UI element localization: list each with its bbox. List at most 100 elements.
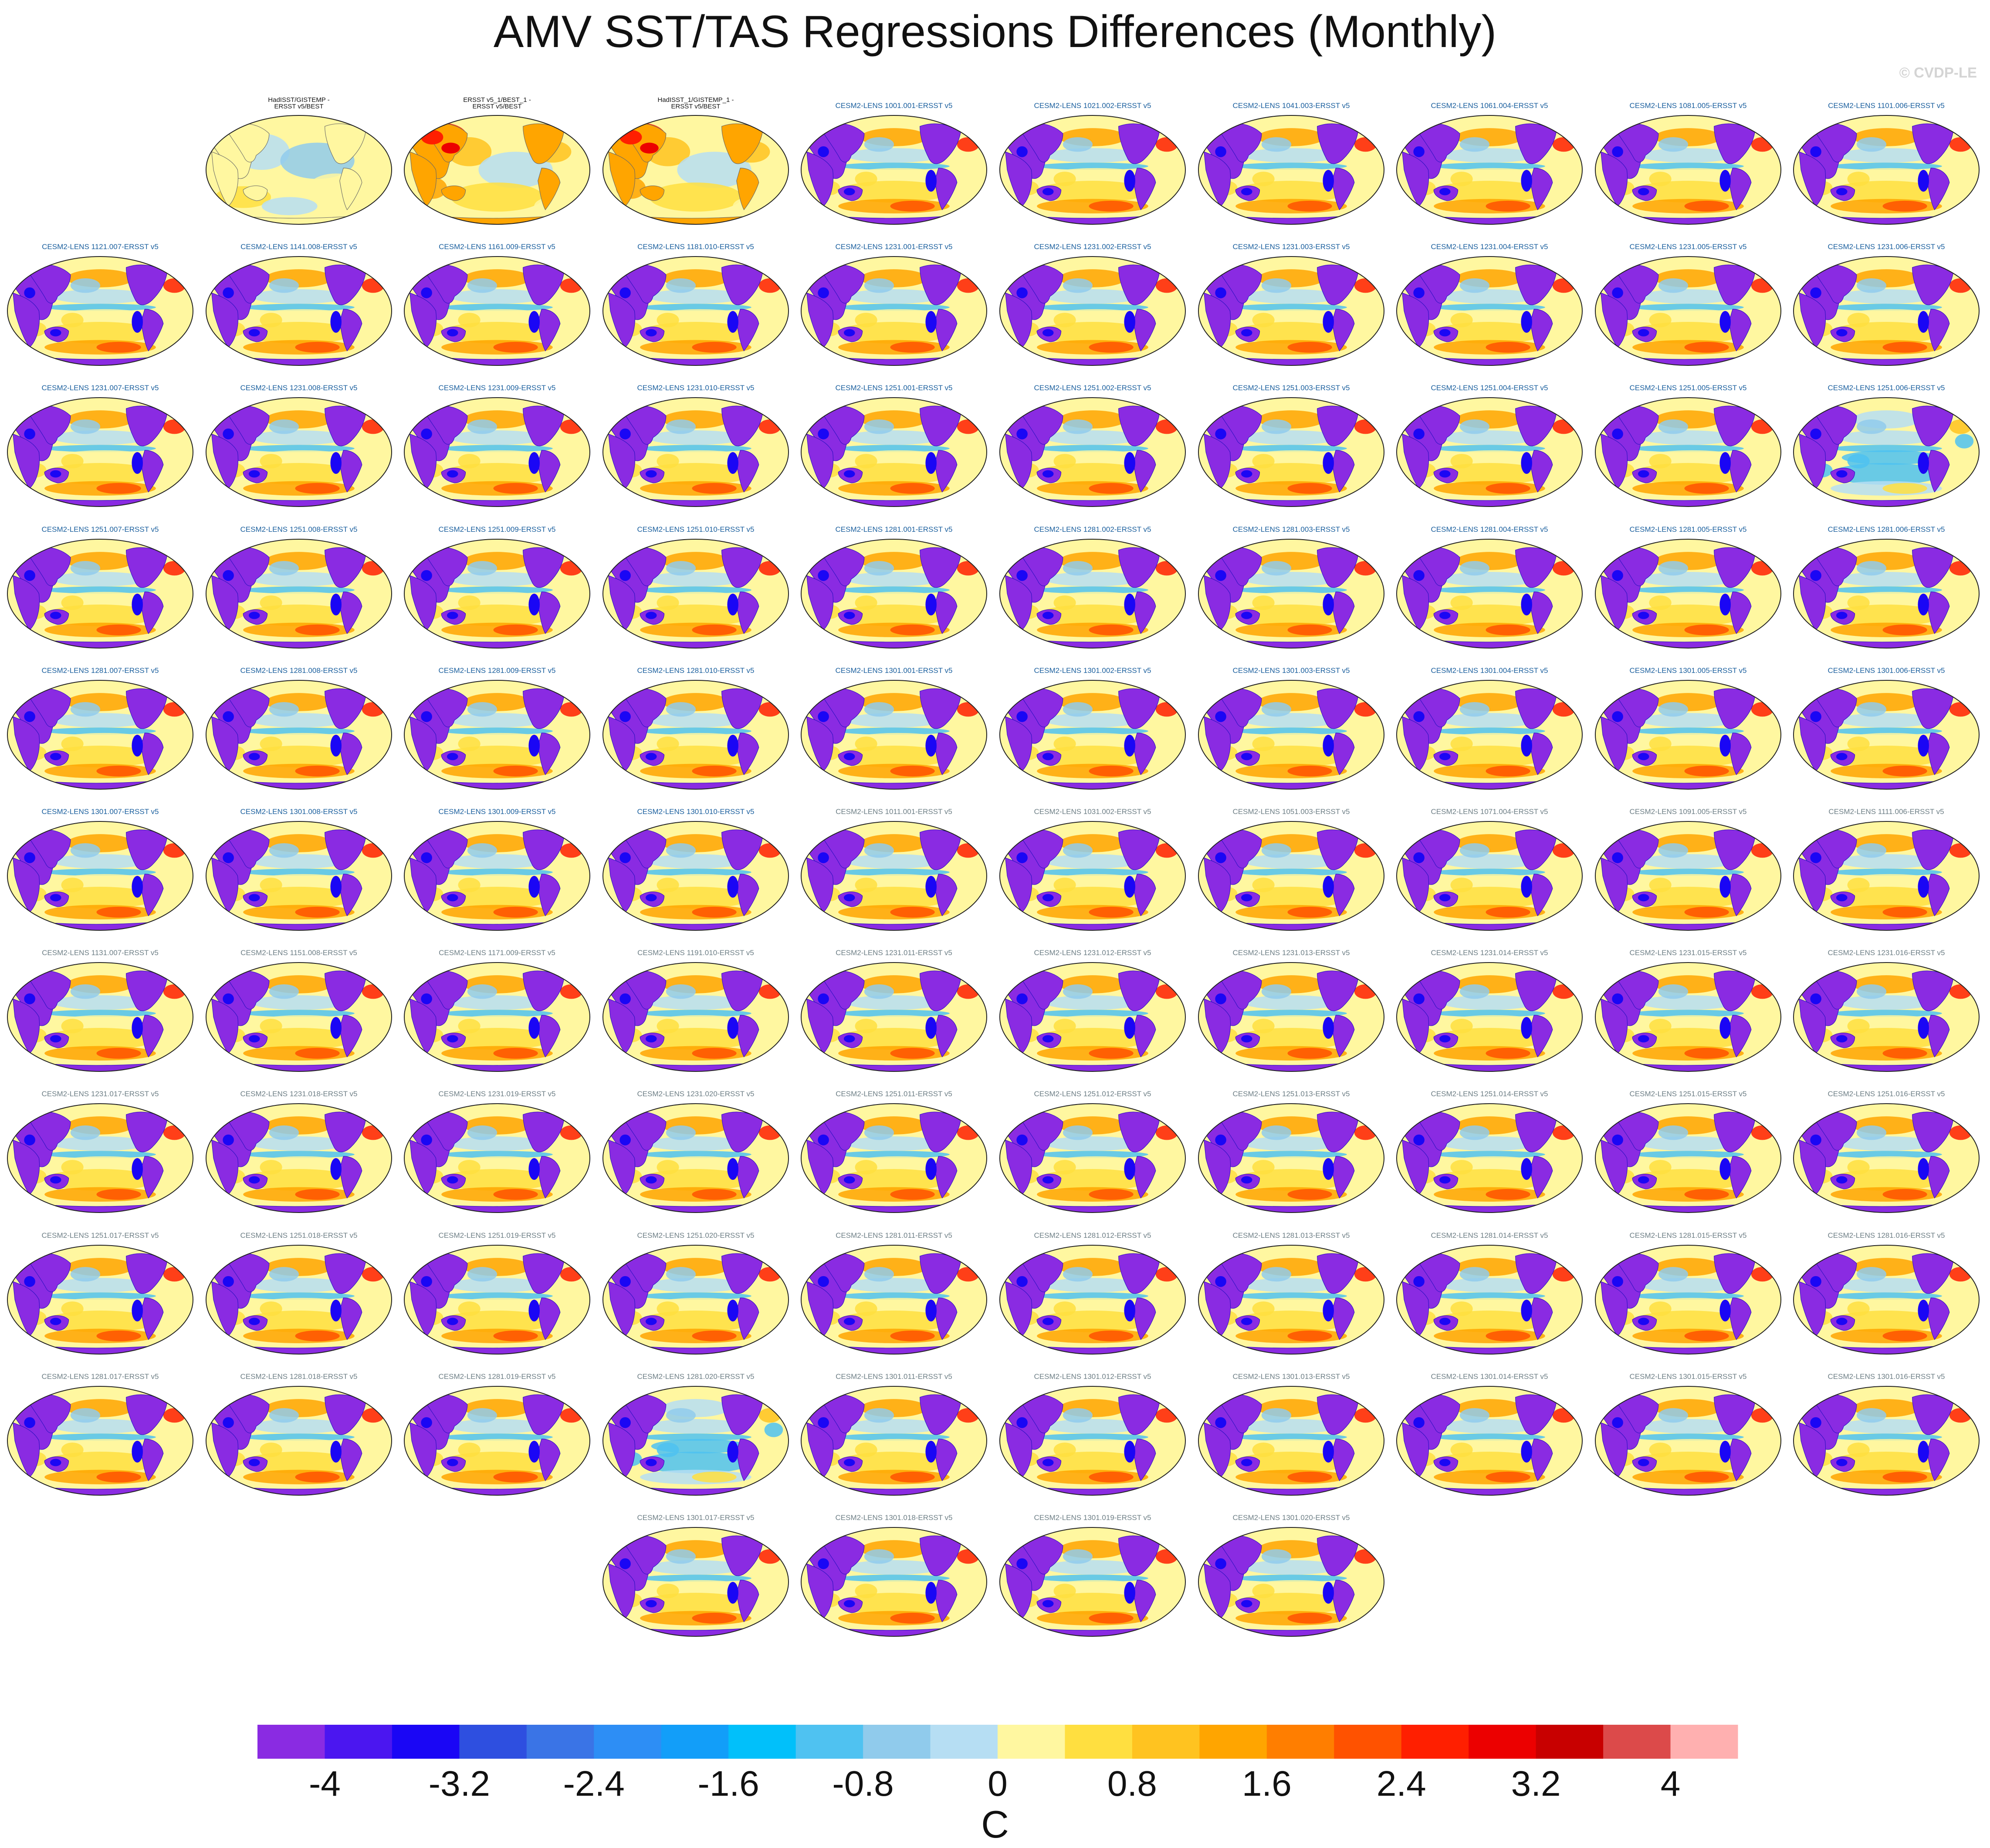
colorbar-tick-label: 1.6 <box>1242 1764 1292 1799</box>
colorbar-swatch <box>661 1725 729 1759</box>
map-panel: CESM2-LENS 1301.004-ERSST v5 <box>1396 666 1583 790</box>
panel-label: CESM2-LENS 1091.005-ERSST v5 <box>1629 807 1746 816</box>
panel-label: CESM2-LENS 1281.016-ERSST v5 <box>1828 1231 1945 1240</box>
map-panel: CESM2-LENS 1111.006-ERSST v5 <box>1793 807 1980 931</box>
panel-label: CESM2-LENS 1231.004-ERSST v5 <box>1431 243 1548 251</box>
map-panel: CESM2-LENS 1001.001-ERSST v5 <box>801 101 988 225</box>
map-panel: CESM2-LENS 1231.020-ERSST v5 <box>602 1090 789 1213</box>
panel-label: CESM2-LENS 1281.017-ERSST v5 <box>42 1372 159 1381</box>
map-panel: CESM2-LENS 1301.018-ERSST v5 <box>801 1514 988 1637</box>
panel-label: CESM2-LENS 1231.009-ERSST v5 <box>439 384 556 392</box>
panel-label: CESM2-LENS 1251.015-ERSST v5 <box>1629 1090 1746 1098</box>
map-panel: CESM2-LENS 1251.009-ERSST v5 <box>404 525 591 649</box>
colorbar-swatch <box>863 1725 931 1759</box>
map-panel: CESM2-LENS 1151.008-ERSST v5 <box>205 949 392 1072</box>
map-panel: CESM2-LENS 1021.002-ERSST v5 <box>999 101 1186 225</box>
panel-label: CESM2-LENS 1231.011-ERSST v5 <box>836 949 953 957</box>
panel-label: CESM2-LENS 1021.002-ERSST v5 <box>1034 101 1151 110</box>
colorbar-swatch <box>1536 1725 1604 1759</box>
panel-label: CESM2-LENS 1281.010-ERSST v5 <box>637 666 754 675</box>
panel-label: ERSST v5_1/BEST_1 - <box>463 96 531 104</box>
colorbar-swatch <box>459 1725 527 1759</box>
colorbar-swatch <box>930 1725 998 1759</box>
map-panel: CESM2-LENS 1281.012-ERSST v5 <box>999 1231 1186 1355</box>
map-panel: CESM2-LENS 1231.009-ERSST v5 <box>404 384 591 507</box>
panel-label: CESM2-LENS 1231.003-ERSST v5 <box>1232 243 1350 251</box>
panel-label: CESM2-LENS 1281.009-ERSST v5 <box>439 666 556 675</box>
map-panel: CESM2-LENS 1281.004-ERSST v5 <box>1396 525 1583 649</box>
chart-title: AMV SST/TAS Regressions Differences (Mon… <box>493 7 1497 57</box>
panel-label: CESM2-LENS 1301.009-ERSST v5 <box>439 807 556 816</box>
map-panel: ERSST v5_1/BEST_1 -ERSST v5/BEST <box>404 96 591 225</box>
panel-label: CESM2-LENS 1301.005-ERSST v5 <box>1629 666 1746 675</box>
panel-label: ERSST v5/BEST <box>473 103 522 110</box>
map-panel: CESM2-LENS 1231.007-ERSST v5 <box>7 384 193 507</box>
map-panel: CESM2-LENS 1251.011-ERSST v5 <box>801 1090 988 1213</box>
map-panel: CESM2-LENS 1231.016-ERSST v5 <box>1793 949 1980 1072</box>
colorbar-swatch <box>594 1725 662 1759</box>
map-panel: CESM2-LENS 1141.008-ERSST v5 <box>205 243 392 366</box>
panel-label: CESM2-LENS 1231.006-ERSST v5 <box>1828 243 1945 251</box>
map-panel: CESM2-LENS 1281.008-ERSST v5 <box>205 666 392 790</box>
panel-label: CESM2-LENS 1141.008-ERSST v5 <box>240 243 357 251</box>
map-panel: CESM2-LENS 1231.013-ERSST v5 <box>1198 949 1384 1072</box>
map-panel: CESM2-LENS 1301.019-ERSST v5 <box>999 1514 1186 1637</box>
panel-label: CESM2-LENS 1301.015-ERSST v5 <box>1629 1372 1746 1381</box>
panel-label: CESM2-LENS 1281.008-ERSST v5 <box>240 666 357 675</box>
map-panel: CESM2-LENS 1101.006-ERSST v5 <box>1793 101 1980 225</box>
map-panel: CESM2-LENS 1091.005-ERSST v5 <box>1594 807 1781 931</box>
panel-label: CESM2-LENS 1251.013-ERSST v5 <box>1232 1090 1350 1098</box>
map-panel: CESM2-LENS 1301.014-ERSST v5 <box>1396 1372 1583 1496</box>
colorbar-swatch <box>1469 1725 1536 1759</box>
map-panel: CESM2-LENS 1231.017-ERSST v5 <box>7 1090 193 1213</box>
map-panel: CESM2-LENS 1281.007-ERSST v5 <box>7 666 193 790</box>
map-panel: CESM2-LENS 1231.014-ERSST v5 <box>1396 949 1583 1072</box>
panel-label: CESM2-LENS 1051.003-ERSST v5 <box>1232 807 1350 816</box>
map-panel: CESM2-LENS 1301.012-ERSST v5 <box>999 1372 1186 1496</box>
panel-label: CESM2-LENS 1251.014-ERSST v5 <box>1431 1090 1548 1098</box>
panel-label: CESM2-LENS 1001.001-ERSST v5 <box>836 101 953 110</box>
panel-label: CESM2-LENS 1231.008-ERSST v5 <box>240 384 357 392</box>
colorbar-tick-label: 0 <box>988 1764 1008 1799</box>
map-panel: CESM2-LENS 1281.003-ERSST v5 <box>1198 525 1384 649</box>
panel-label: CESM2-LENS 1281.013-ERSST v5 <box>1232 1231 1350 1240</box>
map-panel: CESM2-LENS 1281.009-ERSST v5 <box>404 666 591 790</box>
map-panel-grid: HadISST/GISTEMP - ERSST v5/BEST ERSST v5_1… <box>7 96 1980 1637</box>
panel-label: CESM2-LENS 1251.004-ERSST v5 <box>1431 384 1548 392</box>
colorbar: -4 -3.2 -2.4 -1.6 -0.8 0 0.8 1.6 2.4 3.2 4 <box>0 1716 1990 1848</box>
map-panel: CESM2-LENS 1251.012-ERSST v5 <box>999 1090 1186 1213</box>
panel-label: CESM2-LENS 1251.011-ERSST v5 <box>836 1090 953 1098</box>
map-panel: CESM2-LENS 1251.020-ERSST v5 <box>602 1231 789 1355</box>
map-panel: CESM2-LENS 1251.017-ERSST v5 <box>7 1231 193 1355</box>
colorbar-swatch <box>1266 1725 1334 1759</box>
map-panel: CESM2-LENS 1281.002-ERSST v5 <box>999 525 1186 649</box>
map-panel: CESM2-LENS 1301.015-ERSST v5 <box>1594 1372 1781 1496</box>
colorbar-tick-label: -1.6 <box>698 1764 759 1799</box>
map-panel: CESM2-LENS 1301.007-ERSST v5 <box>7 807 193 931</box>
map-panel: CESM2-LENS 1251.008-ERSST v5 <box>205 525 392 649</box>
colorbar-swatch <box>1199 1725 1267 1759</box>
map-panel: CESM2-LENS 1251.013-ERSST v5 <box>1198 1090 1384 1213</box>
map-panel: CESM2-LENS 1301.013-ERSST v5 <box>1198 1372 1384 1496</box>
map-panel: CESM2-LENS 1281.005-ERSST v5 <box>1594 525 1781 649</box>
map-panel: CESM2-LENS 1281.010-ERSST v5 <box>602 666 789 790</box>
map-panel: CESM2-LENS 1251.005-ERSST v5 <box>1594 384 1781 507</box>
panel-label: CESM2-LENS 1301.012-ERSST v5 <box>1034 1372 1151 1381</box>
colorbar-tick-label: -2.4 <box>563 1764 625 1799</box>
panel-label: CESM2-LENS 1251.016-ERSST v5 <box>1828 1090 1945 1098</box>
panel-label: CESM2-LENS 1301.004-ERSST v5 <box>1431 666 1548 675</box>
map-panel: CESM2-LENS 1251.002-ERSST v5 <box>999 384 1186 507</box>
panel-label: CESM2-LENS 1111.006-ERSST v5 <box>1829 807 1944 816</box>
map-panel: CESM2-LENS 1251.004-ERSST v5 <box>1396 384 1583 507</box>
map-panel: CESM2-LENS 1231.006-ERSST v5 <box>1793 243 1980 366</box>
panel-label: CESM2-LENS 1011.001-ERSST v5 <box>836 807 953 816</box>
panel-label: CESM2-LENS 1251.009-ERSST v5 <box>439 525 556 534</box>
panel-label: CESM2-LENS 1231.013-ERSST v5 <box>1232 949 1350 957</box>
colorbar-swatch <box>392 1725 460 1759</box>
colorbar-swatch <box>257 1725 325 1759</box>
panel-label: CESM2-LENS 1281.014-ERSST v5 <box>1431 1231 1548 1240</box>
map-panel: CESM2-LENS 1041.003-ERSST v5 <box>1198 101 1384 225</box>
panel-label: CESM2-LENS 1281.001-ERSST v5 <box>836 525 953 534</box>
panel-label: CESM2-LENS 1301.020-ERSST v5 <box>1232 1514 1350 1522</box>
map-panel: CESM2-LENS 1281.014-ERSST v5 <box>1396 1231 1583 1355</box>
